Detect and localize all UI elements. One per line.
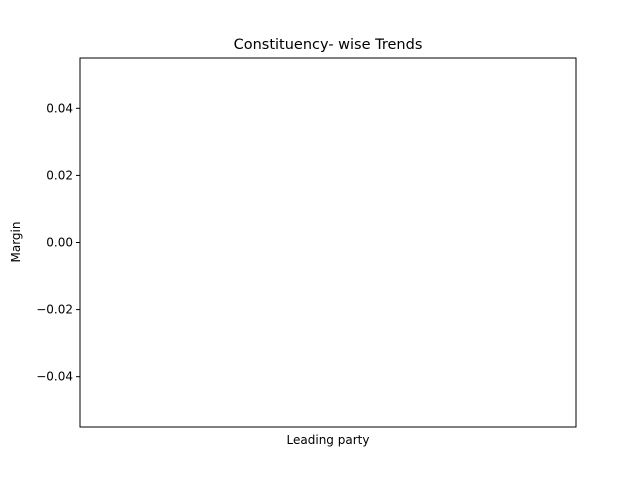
- y-tick-label: 0.02: [46, 168, 73, 182]
- y-tick-label: 0.00: [46, 236, 73, 250]
- y-axis-label: Margin: [9, 222, 23, 263]
- x-axis-label: Leading party: [287, 433, 370, 447]
- y-axis: −0.04 −0.02 0.00 0.02 0.04: [36, 101, 80, 384]
- y-tick-label: −0.02: [36, 303, 73, 317]
- y-tick-label: −0.04: [36, 370, 73, 384]
- chart-title: Constituency- wise Trends: [234, 37, 423, 53]
- y-tick-label: 0.04: [46, 101, 73, 115]
- plot-area: [79, 57, 577, 428]
